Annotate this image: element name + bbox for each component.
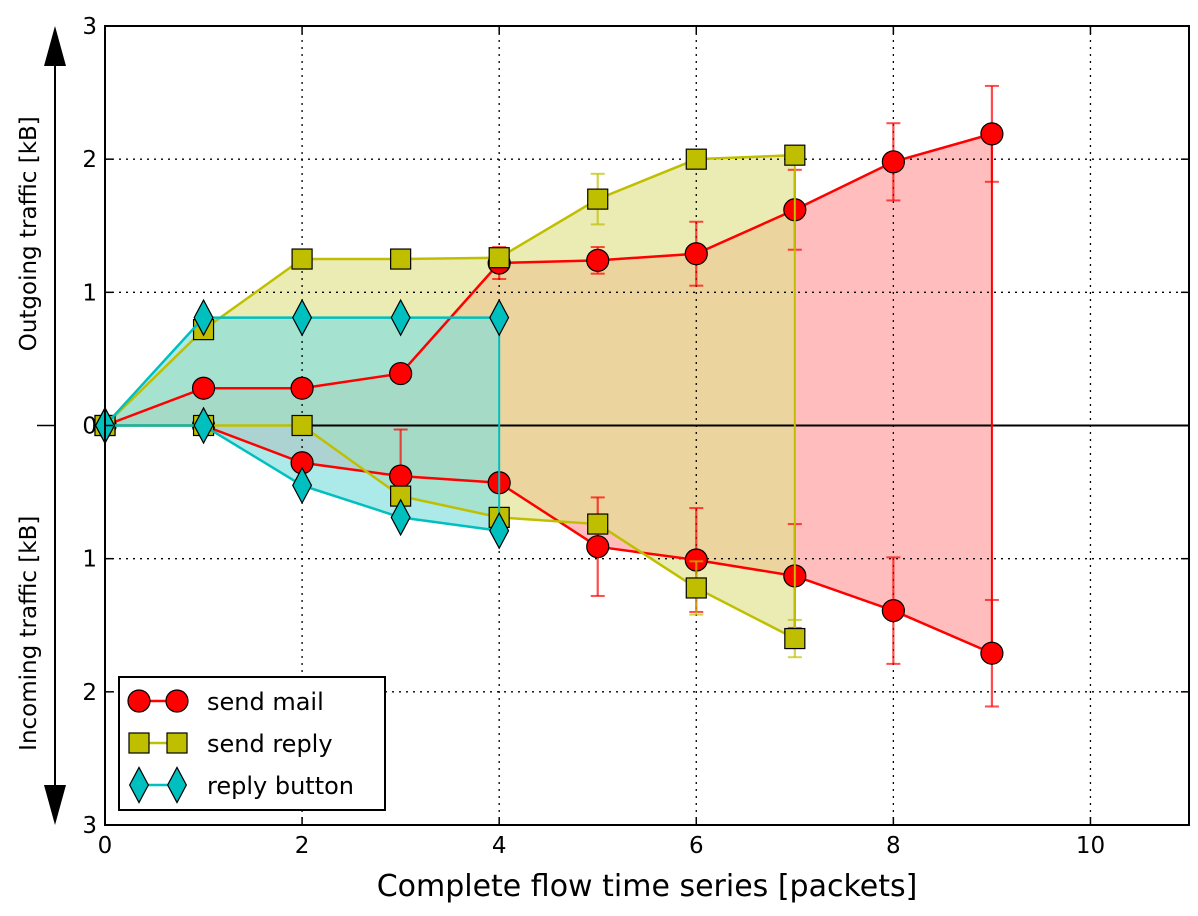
y-tick-label: 3 [82, 813, 97, 839]
series-layer [93, 84, 1004, 708]
data-point-outgoing [291, 248, 313, 270]
x-tick-label: 0 [98, 833, 113, 859]
data-point-outgoing [290, 376, 314, 400]
data-point-outgoing [389, 361, 413, 386]
y-axis-title-incoming: Incoming traffic [kB] [16, 516, 42, 751]
y-tick-label: 1 [82, 547, 97, 573]
data-point-incoming [586, 535, 610, 559]
data-point-outgoing [488, 247, 510, 269]
legend: send mail send reply reply button [118, 676, 386, 811]
data-point-outgoing [685, 148, 707, 170]
x-tick-label: 2 [295, 833, 310, 859]
data-point-incoming [784, 627, 806, 650]
legend-entry: send mail [127, 688, 324, 716]
x-tick-label: 10 [1076, 833, 1105, 859]
y-tick-label: 2 [82, 147, 97, 173]
data-point-incoming [980, 641, 1004, 665]
data-point-outgoing [980, 122, 1004, 146]
arrow-up-head [44, 26, 66, 66]
arrow-down-head [44, 785, 66, 825]
legend-marker [128, 766, 150, 804]
data-point-outgoing [587, 188, 609, 210]
legend-marker [166, 766, 188, 804]
legend-label: send reply [207, 730, 333, 758]
data-point-incoming [881, 599, 905, 623]
y-tick-label: 0 [82, 414, 97, 440]
data-point-incoming [389, 464, 413, 488]
series-line-incoming [105, 424, 993, 655]
direction-arrow [44, 26, 66, 825]
data-point-incoming [291, 414, 313, 437]
legend-marker [166, 732, 188, 754]
data-point-outgoing [191, 376, 216, 400]
x-tick-label: 4 [492, 833, 507, 859]
x-tick-label: 6 [689, 833, 704, 859]
series-fills [105, 133, 992, 654]
legend-marker [165, 689, 189, 713]
legend-label: reply button [207, 772, 354, 800]
x-axis-title: Complete flow time series [packets] [377, 869, 918, 904]
x-axis-ticks: 0 2 4 6 8 10 [98, 26, 1105, 859]
data-point-outgoing [390, 248, 412, 270]
y-axis-ticks: 3 2 1 0 1 2 3 [37, 14, 1189, 839]
legend-entry: reply button [128, 766, 354, 804]
data-point-incoming [193, 406, 214, 445]
x-tick-label: 8 [886, 833, 901, 859]
data-point-outgoing [390, 298, 411, 337]
data-point-outgoing [193, 298, 214, 337]
series-line-incoming [105, 424, 796, 640]
y-tick-label: 2 [82, 680, 97, 706]
legend-entry: send reply [128, 730, 333, 758]
data-point-incoming [292, 466, 313, 505]
y-tick-label: 1 [82, 280, 97, 306]
series-line-outgoing [104, 132, 993, 427]
y-tick-label: 3 [82, 14, 97, 40]
data-point-incoming [685, 577, 707, 599]
data-point-outgoing [881, 150, 905, 174]
y-axis-title-outgoing: Outgoing traffic [kB] [16, 116, 42, 351]
legend-marker [127, 689, 151, 713]
data-point-incoming [489, 511, 510, 550]
data-point-outgoing [489, 298, 510, 337]
data-point-outgoing [292, 298, 313, 337]
legend-marker [128, 732, 150, 754]
legend-label: send mail [207, 688, 324, 716]
data-point-outgoing [684, 242, 708, 266]
data-point-outgoing [586, 248, 610, 272]
data-point-outgoing [784, 144, 806, 166]
data-point-incoming [390, 498, 411, 537]
data-point-incoming [587, 513, 609, 535]
